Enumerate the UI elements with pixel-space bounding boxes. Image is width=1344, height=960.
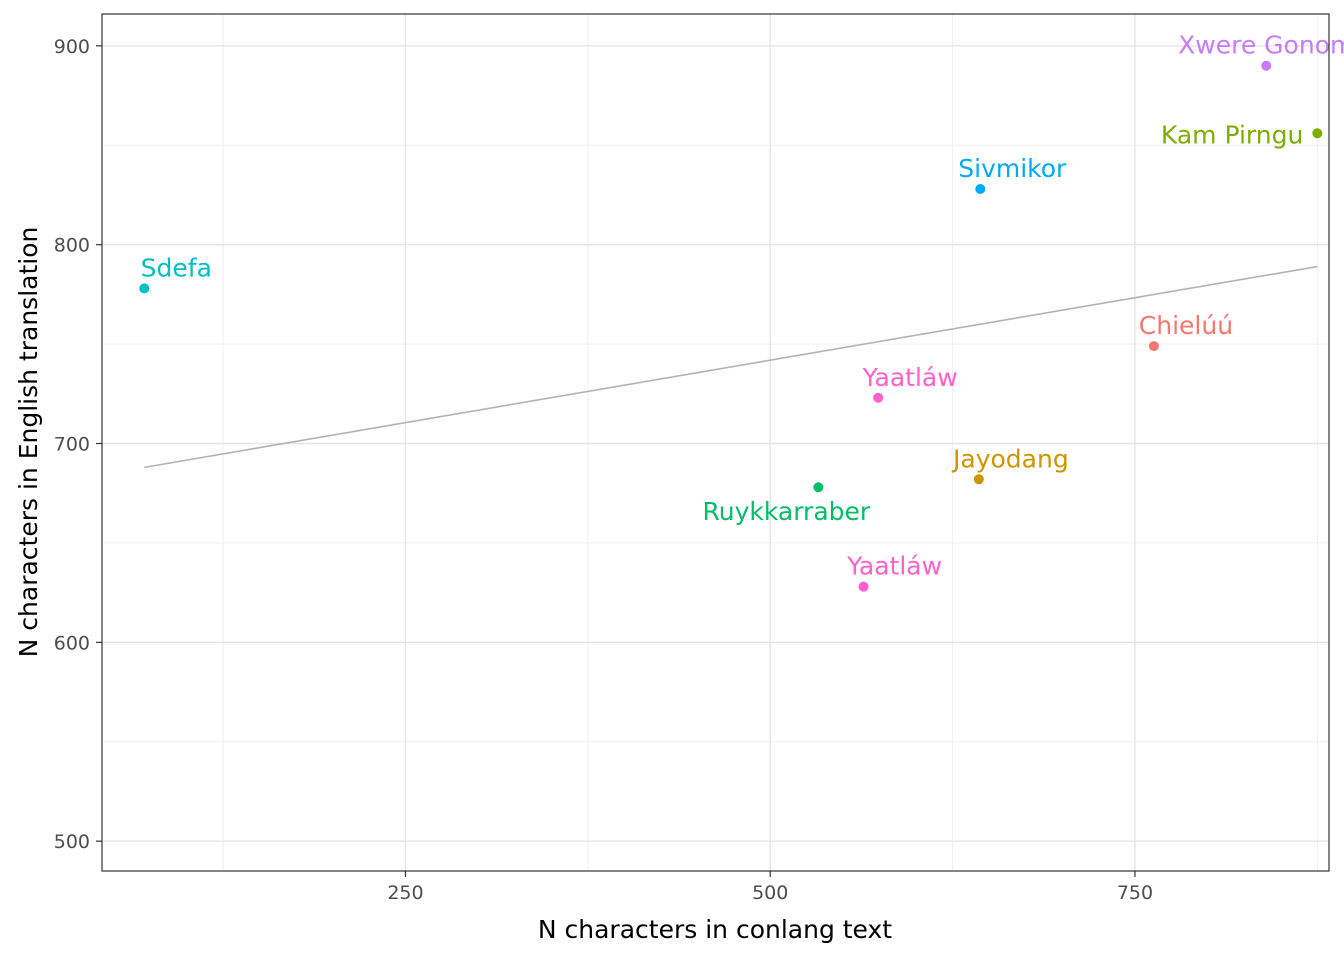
plot-panel (102, 14, 1329, 871)
y-tick-label: 600 (54, 632, 90, 654)
x-tick-label: 250 (387, 882, 423, 904)
minor-gridlines (102, 14, 1329, 871)
data-point (1148, 341, 1159, 352)
fit-line-layer (144, 265, 1318, 469)
x-tick-label: 500 (752, 882, 788, 904)
point-label: Sdefa (141, 253, 212, 282)
point-label: Xwere Gonom (1178, 31, 1344, 60)
point-label: Sivmikor (958, 154, 1067, 183)
y-tick-label: 900 (54, 36, 90, 58)
point-label: Ruykkarraber (703, 497, 871, 526)
y-axis-ticks: 500 600 700 800 900 (54, 36, 102, 853)
x-axis-ticks: 250 500 750 (387, 871, 1153, 904)
data-point (139, 283, 150, 294)
y-tick-label: 800 (54, 235, 90, 257)
data-point (858, 581, 869, 592)
point-label: Yaatláw (862, 363, 958, 392)
data-point (813, 482, 824, 493)
y-tick-label: 500 (54, 831, 90, 853)
points-layer (139, 60, 1323, 592)
point-labels-layer: Xwere Gonom Kam Pirngu Sivmikor Sdefa Chielú… (141, 31, 1344, 581)
x-axis-title: N characters in conlang text (538, 915, 892, 944)
x-tick-label: 750 (1117, 882, 1153, 904)
point-label: Chielúú (1139, 311, 1233, 340)
plot-border (101, 13, 1330, 872)
data-point (975, 183, 986, 194)
data-point (1312, 128, 1323, 139)
data-point (873, 392, 884, 403)
y-axis-title: N characters in English translation (14, 227, 43, 658)
y-tick-label: 700 (54, 433, 90, 455)
point-label: Jayodang (951, 444, 1069, 473)
point-label: Yaatláw (846, 552, 942, 581)
point-label: Kam Pirngu (1161, 120, 1303, 149)
data-point (1261, 60, 1272, 71)
fit-line (144, 265, 1318, 469)
data-point (973, 474, 984, 485)
major-gridlines (102, 14, 1329, 871)
